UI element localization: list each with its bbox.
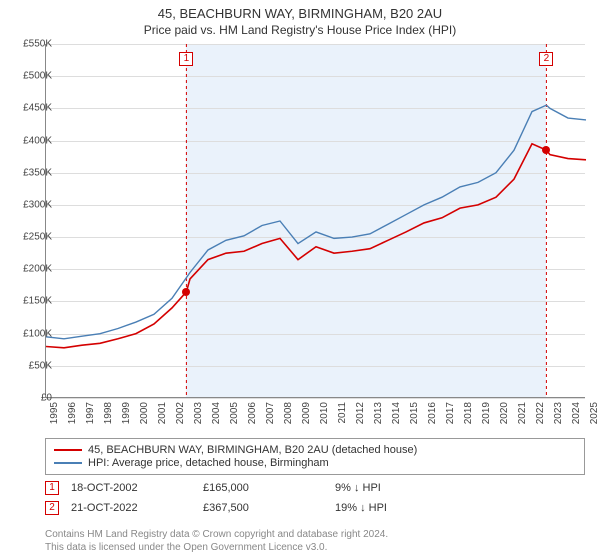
x-axis-tick-label: 2012 [355, 402, 366, 432]
sale-row-price: £165,000 [203, 482, 323, 494]
y-axis-tick-label: £100K [7, 328, 52, 339]
x-axis-tick-label: 2014 [391, 402, 402, 432]
sale-row-date: 18-OCT-2002 [71, 482, 191, 494]
sale-row-marker: 1 [45, 481, 59, 495]
legend-color-swatch [54, 462, 82, 464]
x-axis-tick-label: 2015 [409, 402, 420, 432]
x-axis-tick-label: 2009 [301, 402, 312, 432]
footer-attribution: Contains HM Land Registry data © Crown c… [45, 528, 388, 554]
x-axis-tick-label: 2018 [463, 402, 474, 432]
y-axis-tick-label: £350K [7, 167, 52, 178]
x-axis-tick-label: 2024 [571, 402, 582, 432]
sale-row-diff: 9% ↓ HPI [335, 482, 455, 494]
x-axis-tick-label: 2007 [265, 402, 276, 432]
series-line-hpi [46, 105, 586, 339]
x-axis-tick-label: 2003 [193, 402, 204, 432]
sale-marker-dot [182, 288, 190, 296]
x-axis-tick-label: 2017 [445, 402, 456, 432]
x-axis-tick-label: 1995 [49, 402, 60, 432]
x-axis-tick-label: 2000 [139, 402, 150, 432]
x-axis-tick-label: 2020 [499, 402, 510, 432]
x-axis-tick-label: 2021 [517, 402, 528, 432]
x-axis-tick-label: 2010 [319, 402, 330, 432]
y-axis-tick-label: £550K [7, 39, 52, 50]
y-axis-tick-label: £150K [7, 296, 52, 307]
chart-plot-area: 12 [45, 44, 585, 398]
x-axis-tick-label: 2016 [427, 402, 438, 432]
x-axis-tick-label: 2008 [283, 402, 294, 432]
y-axis-tick-label: £500K [7, 71, 52, 82]
sale-row: 1 18-OCT-2002 £165,000 9% ↓ HPI [45, 481, 585, 495]
series-line-price_paid [46, 144, 586, 348]
y-axis-tick-label: £50K [7, 360, 52, 371]
sale-marker-box: 1 [179, 52, 193, 66]
y-axis-tick-label: £400K [7, 135, 52, 146]
chart-container: 45, BEACHBURN WAY, BIRMINGHAM, B20 2AU P… [0, 0, 600, 560]
x-axis-tick-label: 2023 [553, 402, 564, 432]
x-axis-tick-label: 2006 [247, 402, 258, 432]
y-axis-tick-label: £450K [7, 103, 52, 114]
legend-row: 45, BEACHBURN WAY, BIRMINGHAM, B20 2AU (… [54, 444, 576, 456]
footer-line-1: Contains HM Land Registry data © Crown c… [45, 528, 388, 541]
x-axis-tick-label: 1998 [103, 402, 114, 432]
legend-row: HPI: Average price, detached house, Birm… [54, 457, 576, 469]
legend-box: 45, BEACHBURN WAY, BIRMINGHAM, B20 2AU (… [45, 438, 585, 475]
x-axis-tick-label: 1999 [121, 402, 132, 432]
legend-label: 45, BEACHBURN WAY, BIRMINGHAM, B20 2AU (… [88, 444, 417, 456]
x-axis-tick-label: 2013 [373, 402, 384, 432]
chart-subtitle: Price paid vs. HM Land Registry's House … [0, 21, 600, 37]
x-axis-tick-label: 2011 [337, 402, 348, 432]
x-axis-tick-label: 1996 [67, 402, 78, 432]
sale-row-diff: 19% ↓ HPI [335, 502, 455, 514]
x-axis-tick-label: 2004 [211, 402, 222, 432]
sale-row-price: £367,500 [203, 502, 323, 514]
sale-marker-box: 2 [539, 52, 553, 66]
x-axis-tick-label: 1997 [85, 402, 96, 432]
x-axis-tick-label: 2019 [481, 402, 492, 432]
footer-line-2: This data is licensed under the Open Gov… [45, 541, 388, 554]
sale-marker-dot [542, 146, 550, 154]
y-axis-tick-label: £200K [7, 264, 52, 275]
legend-label: HPI: Average price, detached house, Birm… [88, 457, 329, 469]
x-axis-tick-label: 2002 [175, 402, 186, 432]
y-axis-tick-label: £0 [7, 393, 52, 404]
sale-row: 2 21-OCT-2022 £367,500 19% ↓ HPI [45, 501, 585, 515]
y-axis-tick-label: £250K [7, 232, 52, 243]
sale-row-marker: 2 [45, 501, 59, 515]
chart-title: 45, BEACHBURN WAY, BIRMINGHAM, B20 2AU [0, 0, 600, 21]
x-axis-tick-label: 2001 [157, 402, 168, 432]
sale-row-date: 21-OCT-2022 [71, 502, 191, 514]
chart-svg [46, 44, 585, 397]
x-axis-tick-label: 2005 [229, 402, 240, 432]
legend-color-swatch [54, 449, 82, 451]
y-axis-tick-label: £300K [7, 199, 52, 210]
x-axis-tick-label: 2022 [535, 402, 546, 432]
x-axis-tick-label: 2025 [589, 402, 600, 432]
